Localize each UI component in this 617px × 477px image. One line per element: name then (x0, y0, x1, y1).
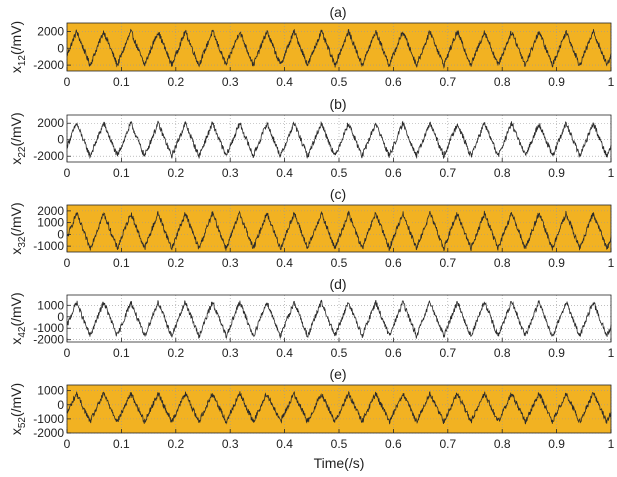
x-tick-label: 0 (64, 346, 71, 360)
y-tick-label: 0 (57, 41, 64, 55)
x-tick-label: 0.9 (548, 75, 565, 89)
y-axis-label: x32(/mV) (8, 202, 28, 254)
panel-title: (a) (329, 4, 346, 20)
x-tick-label: 0.9 (548, 437, 565, 451)
y-tick-label: 1000 (37, 298, 64, 312)
x-tick-label: 0.3 (222, 75, 239, 89)
y-axis-label: x42(/mV) (8, 292, 28, 344)
x-tick-label: 0.5 (331, 256, 348, 270)
subplot-c: 0 0.1 0.2 0.3 0.4 0.5 0.6 0.7 0.8 0.9 1-1000010002… (8, 186, 615, 270)
x-tick-label: 0.8 (494, 437, 511, 451)
x-tick-label: 0.6 (385, 166, 402, 180)
x-tick-label: 0.4 (276, 346, 293, 360)
x-tick-label: 0.9 (548, 256, 565, 270)
signal-line (66, 390, 612, 425)
x-tick-label: 0.5 (331, 75, 348, 89)
x-tick-label: 0.9 (548, 166, 565, 180)
x-tick-label: 0.7 (439, 75, 456, 89)
x-tick-label: 0 (64, 437, 71, 451)
x-tick-label: 0.9 (548, 346, 565, 360)
y-tick-label: -2000 (33, 149, 64, 163)
x-tick-label: 0.6 (385, 437, 402, 451)
x-tick-label: 0.5 (331, 166, 348, 180)
x-tick-label: 0.5 (331, 437, 348, 451)
x-tick-label: 1 (608, 166, 615, 180)
x-tick-label: 1 (608, 75, 615, 89)
x-tick-label: 0.7 (439, 437, 456, 451)
y-tick-label: 0 (57, 398, 64, 412)
x-tick-label: 0 (64, 256, 71, 270)
x-tick-label: 0.7 (439, 256, 456, 270)
x-tick-label: 0.1 (113, 346, 130, 360)
y-tick-label: 0 (57, 227, 64, 241)
x-tick-label: 0.8 (494, 256, 511, 270)
y-axis-label: x12(/mV) (8, 21, 28, 73)
x-tick-label: 0.7 (439, 346, 456, 360)
x-tick-label: 0.2 (167, 166, 184, 180)
x-tick-label: 0.1 (113, 437, 130, 451)
y-tick-label: 2000 (37, 24, 64, 38)
y-tick-label: 0 (57, 310, 64, 324)
panel-title: (c) (330, 186, 346, 202)
x-tick-label: 0.3 (222, 166, 239, 180)
x-tick-label: 0.8 (494, 75, 511, 89)
x-tick-label: 0.6 (385, 256, 402, 270)
x-tick-label: 1 (608, 437, 615, 451)
x-tick-label: 0.4 (276, 437, 293, 451)
x-tick-label: 0.3 (222, 437, 239, 451)
x-tick-label: 0.2 (167, 75, 184, 89)
x-tick-label: 0 (64, 75, 71, 89)
x-tick-label: 0.6 (385, 75, 402, 89)
x-tick-label: 0 (64, 166, 71, 180)
signal-line (66, 210, 612, 252)
y-tick-label: 2000 (37, 204, 64, 218)
x-tick-label: 0.4 (276, 256, 293, 270)
subplot-e: 0 0.1 0.2 0.3 0.4 0.5 0.6 0.7 0.8 0.9 1 -2000-10000… (8, 366, 615, 471)
y-tick-label: -2000 (33, 426, 64, 440)
x-tick-label: 0.2 (167, 256, 184, 270)
x-tick-label: 0.3 (222, 256, 239, 270)
x-tick-label: 1 (608, 346, 615, 360)
y-tick-label: -2000 (33, 58, 64, 72)
y-tick-label: -1000 (33, 239, 64, 253)
x-tick-label: 0.2 (167, 437, 184, 451)
y-axis-label: x22(/mV) (8, 112, 28, 164)
x-tick-label: 0.4 (276, 75, 293, 89)
y-tick-label: 2000 (37, 116, 64, 130)
y-tick-label: -2000 (33, 333, 64, 347)
x-tick-label: 1 (608, 256, 615, 270)
panel-title: (d) (329, 276, 346, 292)
panel-title: (e) (329, 366, 346, 382)
y-tick-label: 1000 (37, 384, 64, 398)
subplot-b: 0 0.1 0.2 0.3 0.4 0.5 0.6 0.7 0.8 0.9 1-200002000(… (8, 96, 615, 180)
x-axis-label: Time(/s) (314, 455, 365, 471)
x-tick-label: 0.8 (494, 346, 511, 360)
y-tick-label: -1000 (33, 412, 64, 426)
x-tick-label: 0.7 (439, 166, 456, 180)
y-tick-label: 0 (57, 133, 64, 147)
signal-line (66, 299, 612, 340)
signal-line (66, 120, 612, 160)
x-tick-label: 0.1 (113, 256, 130, 270)
x-tick-label: 0.8 (494, 166, 511, 180)
x-tick-label: 0.4 (276, 166, 293, 180)
x-tick-label: 0.2 (167, 346, 184, 360)
y-tick-label: 1000 (37, 216, 64, 230)
subplot-a: 0 0.1 0.2 0.3 0.4 0.5 0.6 0.7 0.8 0.9 1-200002000(… (8, 4, 615, 89)
y-axis-label: x52(/mV) (8, 383, 28, 435)
y-tick-label: -1000 (33, 321, 64, 335)
signal-line (66, 28, 612, 70)
subplot-d: 0 0.1 0.2 0.3 0.4 0.5 0.6 0.7 0.8 0.9 1 -2000-10000… (8, 276, 615, 360)
x-tick-label: 0.3 (222, 346, 239, 360)
x-tick-label: 0.1 (113, 75, 130, 89)
x-tick-label: 0.5 (331, 346, 348, 360)
x-tick-label: 0.6 (385, 346, 402, 360)
panel-title: (b) (329, 96, 346, 112)
x-tick-label: 0.1 (113, 166, 130, 180)
